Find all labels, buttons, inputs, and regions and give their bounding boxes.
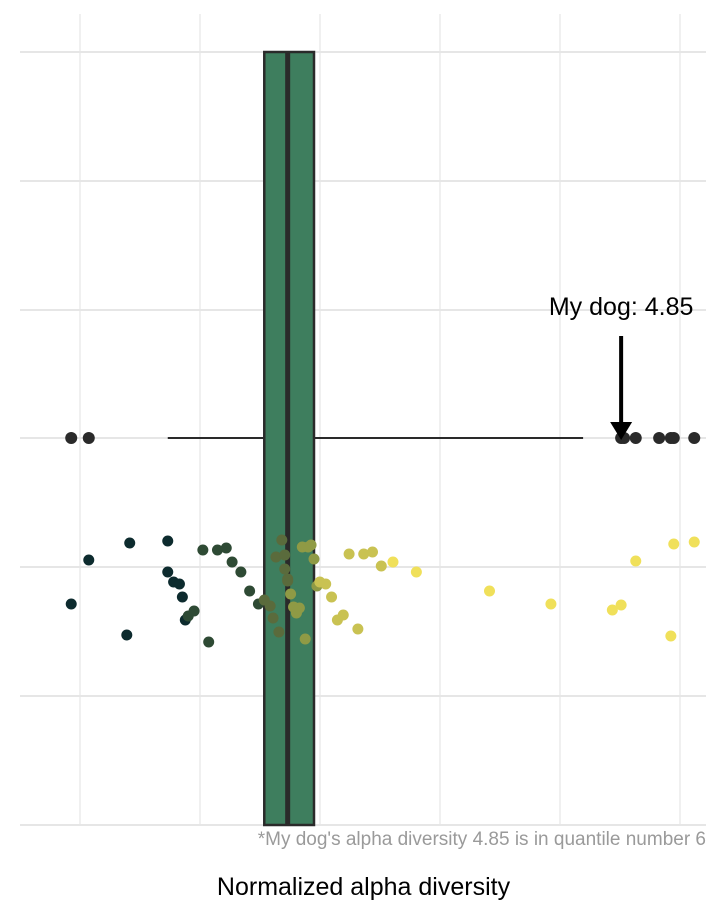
sample-point bbox=[65, 598, 77, 610]
sample-point bbox=[305, 539, 317, 551]
sample-points bbox=[65, 534, 700, 648]
sample-point bbox=[665, 630, 677, 642]
sample-point bbox=[279, 563, 291, 575]
sample-point bbox=[358, 548, 370, 560]
sample-point bbox=[375, 560, 387, 572]
sample-point bbox=[410, 566, 422, 578]
sample-point bbox=[264, 600, 276, 612]
sample-point bbox=[308, 553, 320, 565]
sample-point bbox=[282, 575, 294, 587]
sample-point bbox=[688, 536, 700, 548]
outlier-point bbox=[653, 432, 666, 444]
outlier-point bbox=[65, 432, 78, 444]
sample-point bbox=[176, 591, 188, 603]
my-dog-annotation: My dog: 4.85 bbox=[549, 293, 694, 440]
annotation-arrow-head bbox=[610, 422, 633, 440]
outlier-point bbox=[688, 432, 701, 444]
sample-point bbox=[367, 546, 378, 558]
sample-point bbox=[121, 629, 133, 641]
sample-point bbox=[226, 556, 238, 568]
sample-point bbox=[387, 556, 399, 568]
sample-point bbox=[352, 623, 364, 635]
sample-point bbox=[162, 535, 174, 547]
sample-point bbox=[267, 612, 279, 624]
sample-point bbox=[173, 578, 185, 590]
x-axis-label: Normalized alpha diversity bbox=[216, 873, 511, 901]
sample-point bbox=[630, 555, 642, 567]
sample-point bbox=[124, 537, 136, 549]
sample-point bbox=[606, 604, 618, 616]
sample-point bbox=[285, 588, 297, 600]
sample-point bbox=[343, 548, 355, 560]
quantile-caption: *My dog's alpha diversity 4.85 is in qua… bbox=[257, 829, 706, 850]
sample-point bbox=[545, 598, 557, 610]
outlier-point bbox=[667, 432, 680, 444]
sample-point bbox=[220, 542, 232, 554]
sample-point bbox=[293, 602, 305, 614]
sample-point bbox=[211, 544, 223, 556]
sample-point bbox=[326, 591, 338, 603]
sample-point bbox=[162, 566, 174, 578]
annotation-label: My dog: 4.85 bbox=[549, 293, 694, 321]
sample-point bbox=[337, 609, 349, 621]
sample-point bbox=[299, 633, 311, 645]
gridlines bbox=[20, 14, 706, 826]
sample-point bbox=[273, 626, 285, 638]
sample-point bbox=[83, 554, 95, 566]
sample-point bbox=[244, 585, 256, 597]
sample-point bbox=[197, 544, 209, 556]
sample-point bbox=[484, 585, 495, 597]
sample-point bbox=[276, 534, 288, 546]
sample-point bbox=[270, 551, 282, 563]
sample-point bbox=[320, 578, 332, 590]
outlier-point bbox=[629, 432, 642, 444]
sample-point bbox=[668, 538, 680, 550]
outlier-point bbox=[82, 432, 95, 444]
sample-point bbox=[188, 605, 200, 617]
sample-point bbox=[615, 599, 627, 611]
sample-point bbox=[235, 566, 247, 578]
sample-point bbox=[279, 549, 291, 561]
sample-point bbox=[203, 636, 215, 648]
